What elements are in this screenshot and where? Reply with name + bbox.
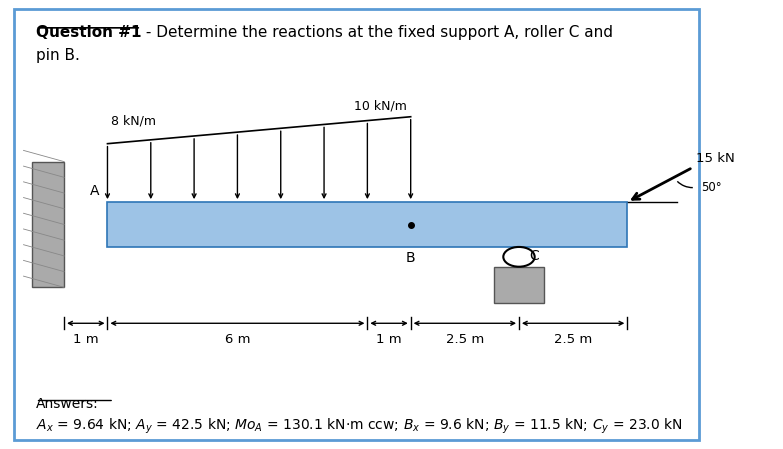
Text: C: C [529,249,539,263]
Bar [494,267,544,303]
Text: 2.5 m: 2.5 m [554,333,592,346]
Text: - Determine the reactions at the fixed support A, roller C and: - Determine the reactions at the fixed s… [141,25,613,40]
Text: pin B.: pin B. [36,48,80,63]
Text: 1 m: 1 m [376,333,402,346]
Bar [32,162,64,287]
Text: A: A [89,185,99,198]
Text: 8 kN/m: 8 kN/m [111,115,156,128]
Text: 2.5 m: 2.5 m [446,333,484,346]
Text: 50°: 50° [702,181,722,194]
Text: 15 kN: 15 kN [696,152,735,165]
Text: 10 kN/m: 10 kN/m [354,99,407,112]
Text: Answers:: Answers: [36,397,99,411]
Text: B: B [406,251,416,264]
Text: Question #1: Question #1 [36,25,141,40]
Bar [107,202,627,247]
Text: 6 m: 6 m [225,333,251,346]
Text: $A_x$ = 9.64 kN; $A_y$ = 42.5 kN; $Mo_A$ = 130.1 kN$\cdot$m ccw; $B_x$ = 9.6 kN;: $A_x$ = 9.64 kN; $A_y$ = 42.5 kN; $Mo_A$… [36,417,682,436]
Text: 1 m: 1 m [73,333,99,346]
